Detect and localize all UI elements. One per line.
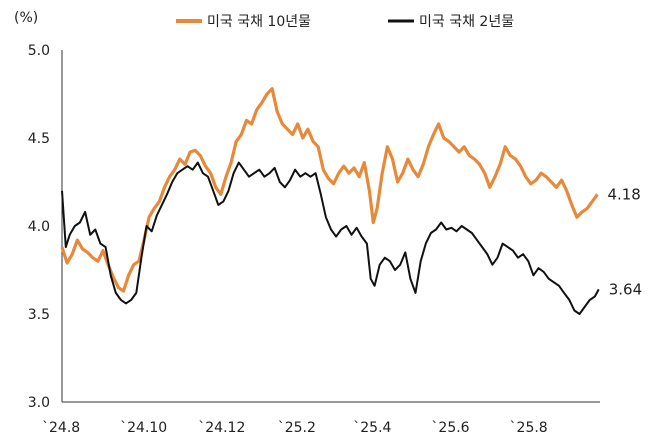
y-tick-labels: 5.0 4.5 4.0 3.5 3.0 (28, 43, 50, 411)
y-tick-label: 5.0 (28, 43, 50, 59)
y-unit-label: (%) (14, 10, 38, 26)
series-line-2y (61, 161, 600, 315)
y-tick-label: 4.5 (28, 131, 50, 147)
x-tick-label: `24.10 (120, 420, 167, 436)
end-label-10y: 4.18 (607, 185, 640, 203)
series-line-10y (60, 87, 599, 293)
y-tick-label: 4.0 (28, 219, 50, 235)
legend-label-10y: 미국 국채 10년물 (207, 14, 311, 30)
y-tick-label: 3.5 (28, 307, 50, 323)
x-tick-labels: `24.8 `24.10 `24.12 `25.2 `25.4 `25.6 `25.8 (42, 420, 548, 436)
x-tick-label: `25.4 (353, 420, 391, 436)
x-tick-label: `25.2 (278, 420, 316, 436)
legend-label-2y: 미국 국채 2년물 (419, 14, 514, 30)
x-tick-label: `25.8 (510, 420, 548, 436)
x-tick-label: `25.6 (431, 420, 469, 436)
legend: 미국 국채 10년물 미국 국채 2년물 (176, 14, 514, 30)
y-tick-label: 3.0 (28, 395, 50, 411)
end-label-2y: 3.64 (609, 280, 642, 298)
x-tick-label: `24.12 (198, 420, 245, 436)
x-tick-label: `24.8 (42, 420, 80, 436)
